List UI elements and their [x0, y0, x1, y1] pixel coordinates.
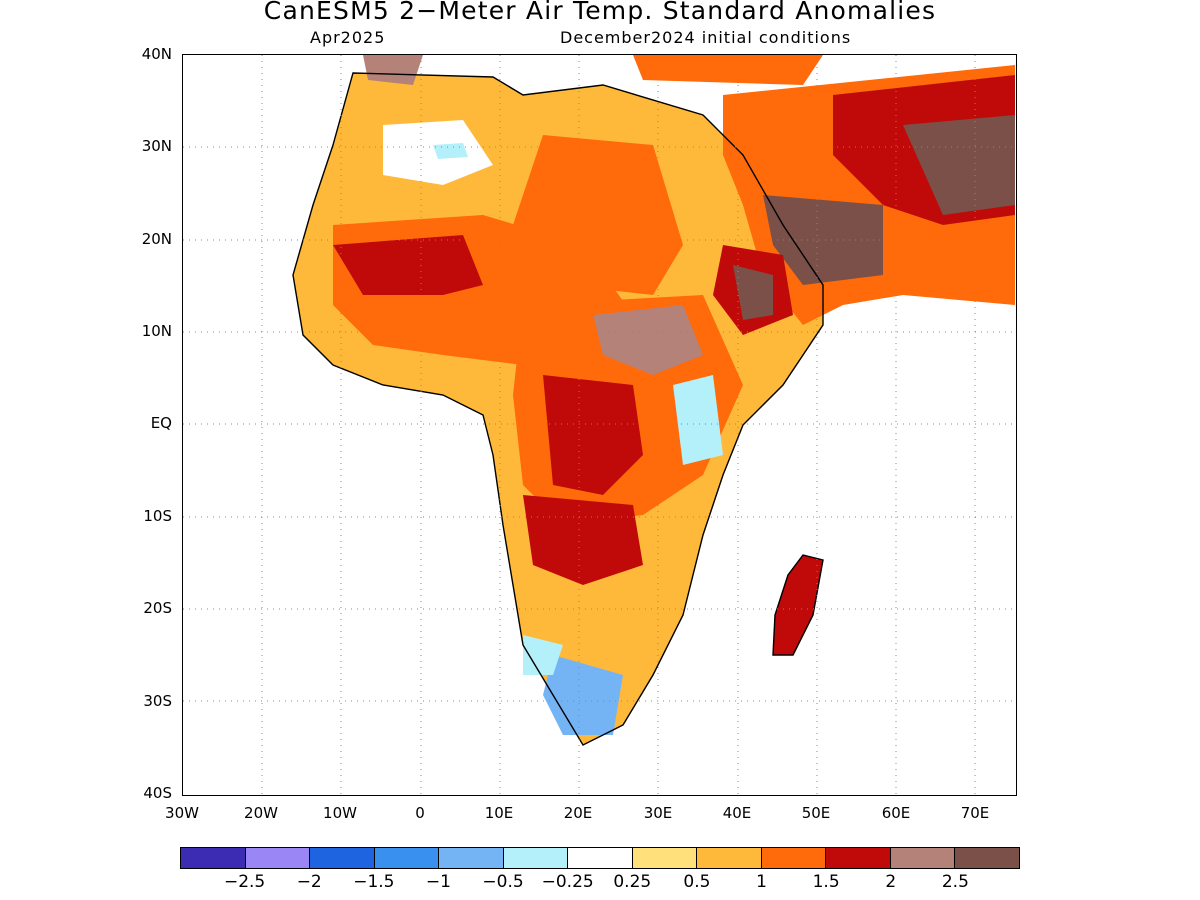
colorbar-swatch: [697, 848, 762, 868]
colorbar-tick-label: 1.5: [812, 872, 840, 892]
lon-label-0: 0: [415, 804, 425, 822]
lon-label-70e: 70E: [960, 804, 990, 822]
colorbar-swatch: [890, 848, 956, 868]
lat-label-40s: 40S: [143, 784, 172, 802]
initial-conditions-label: December2024 initial conditions: [560, 28, 852, 47]
lat-label-20n: 20N: [141, 230, 172, 248]
colorbar-tick-label: 0.25: [613, 872, 652, 892]
colorbar-tick-label: −2: [296, 872, 322, 892]
colorbar-tick-label: −0.5: [482, 872, 524, 892]
gridlines: [183, 55, 1015, 794]
colorbar-tick-label: 0.5: [683, 872, 711, 892]
lon-label-30e: 30E: [643, 804, 673, 822]
map-frame: [182, 54, 1017, 796]
lon-label-60e: 60E: [881, 804, 911, 822]
lon-label-40e: 40E: [722, 804, 752, 822]
lon-label-30w: 30W: [165, 804, 199, 822]
colorbar-swatch: [761, 848, 827, 868]
colorbar-swatch: [568, 848, 633, 868]
colorbar-tick-label: −1.5: [353, 872, 395, 892]
colorbar-swatch: [826, 848, 891, 868]
colorbar-swatch: [310, 848, 375, 868]
lon-label-20w: 20W: [244, 804, 278, 822]
lat-label-eq: EQ: [150, 414, 172, 432]
colorbar-tick-label: −2.5: [223, 872, 266, 892]
lat-label-10n: 10N: [141, 322, 172, 340]
lat-label-30s: 30S: [143, 692, 172, 710]
colorbar-swatch: [439, 848, 504, 868]
colorbar: [180, 847, 1020, 869]
lat-label-10s: 10S: [143, 507, 172, 525]
colorbar-swatch: [955, 848, 1019, 868]
valid-month-label: Apr2025: [310, 28, 386, 47]
colorbar-swatch: [245, 848, 311, 868]
cool-regions: [383, 120, 723, 735]
coastline: [292, 72, 824, 746]
warm-regions: [333, 135, 793, 585]
map-title: CanESM5 2−Meter Air Temp. Standard Anoma…: [263, 0, 937, 25]
lat-label-20s: 20S: [143, 599, 172, 617]
lon-label-10e: 10E: [484, 804, 514, 822]
colorbar-swatch: [374, 848, 440, 868]
colorbar-tick-label: 2: [885, 872, 897, 892]
lon-label-20e: 20E: [563, 804, 593, 822]
colorbar-swatch: [503, 848, 569, 868]
lon-label-50e: 50E: [801, 804, 831, 822]
colorbar-tick-label: −0.25: [541, 872, 594, 892]
colorbar-swatch: [181, 848, 246, 868]
colorbar-tick-label: 1: [756, 872, 767, 892]
lat-label-30n: 30N: [141, 137, 172, 155]
lat-label-40n: 40N: [141, 45, 172, 63]
colorbar-tick-label: 2.5: [941, 872, 969, 892]
colorbar-swatch: [632, 848, 698, 868]
lon-label-10w: 10W: [323, 804, 357, 822]
anomaly-map: [183, 55, 1015, 794]
colorbar-tick-label: −1: [425, 872, 451, 892]
